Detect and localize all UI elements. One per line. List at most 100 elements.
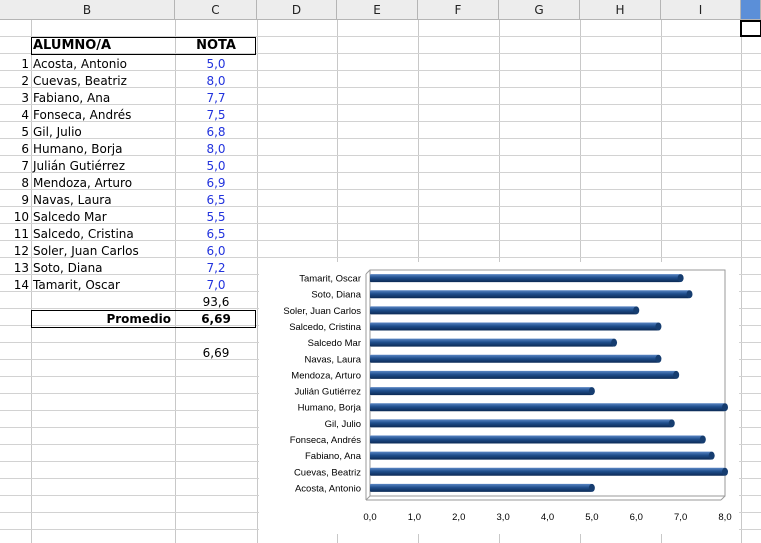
category-label: Soler, Juan Carlos — [283, 306, 361, 317]
student-grade[interactable]: 6,8 — [206, 125, 226, 139]
column-header-F[interactable]: F — [418, 0, 499, 20]
row-number[interactable]: 10 — [13, 210, 29, 224]
category-label: Acosta, Antonio — [295, 483, 361, 494]
bar-cap — [708, 451, 715, 460]
grid-line — [0, 53, 761, 54]
bar-cap — [677, 274, 684, 283]
student-name[interactable]: Humano, Borja — [33, 142, 123, 156]
bar-cap — [588, 483, 595, 492]
bar-cap — [633, 306, 640, 315]
grade-sum[interactable]: 93,6 — [202, 295, 230, 309]
row-number[interactable]: 2 — [21, 74, 29, 88]
student-name[interactable]: Salcedo, Cristina — [33, 227, 134, 241]
bar — [370, 435, 703, 444]
active-cell-cursor[interactable] — [740, 20, 761, 37]
row-number[interactable]: 3 — [21, 91, 29, 105]
category-label: Tamarit, Oscar — [299, 274, 361, 285]
student-grade[interactable]: 6,5 — [206, 227, 226, 241]
category-label: Navas, Laura — [304, 354, 361, 365]
category-label: Fabiano, Ana — [305, 451, 362, 462]
student-grade[interactable]: 7,2 — [206, 261, 226, 275]
bar — [370, 403, 725, 412]
student-grade[interactable]: 7,5 — [206, 108, 226, 122]
column-header-selected[interactable] — [741, 0, 761, 20]
column-header-B[interactable]: B — [0, 0, 175, 20]
column-header-H[interactable]: H — [580, 0, 661, 20]
student-name[interactable]: Tamarit, Oscar — [33, 278, 120, 292]
bar-cap — [722, 403, 728, 412]
grid-line — [0, 223, 761, 224]
student-name[interactable]: Fonseca, Andrés — [33, 108, 132, 122]
category-label: Salcedo Mar — [308, 338, 361, 349]
grades-bar-chart[interactable]: Tamarit, Oscar Soto, Diana Soler, Juan Car… — [259, 262, 739, 534]
student-grade[interactable]: 8,0 — [206, 74, 226, 88]
row-number[interactable]: 14 — [13, 278, 29, 292]
x-tick-label: 7,0 — [674, 512, 687, 523]
bar-cap — [686, 290, 693, 299]
row-number[interactable]: 1 — [21, 57, 29, 71]
column-header-I[interactable]: I — [661, 0, 741, 20]
grid-line — [741, 20, 742, 543]
average-box — [31, 310, 256, 328]
student-name[interactable]: Julián Gutiérrez — [33, 159, 125, 173]
bar — [370, 419, 672, 428]
bar-cap — [655, 354, 662, 363]
student-name[interactable]: Fabiano, Ana — [33, 91, 111, 105]
category-label: Soto, Diana — [311, 290, 361, 301]
student-name[interactable]: Soler, Juan Carlos — [33, 244, 139, 258]
student-name[interactable]: Cuevas, Beatriz — [33, 74, 127, 88]
student-name[interactable]: Gil, Julio — [33, 125, 82, 139]
row-number[interactable]: 9 — [21, 193, 29, 207]
student-name[interactable]: Acosta, Antonio — [33, 57, 128, 71]
bar-cap — [611, 338, 618, 347]
bar — [370, 290, 690, 299]
row-number[interactable]: 7 — [21, 159, 29, 173]
axis-depth — [365, 495, 371, 501]
header-alumno[interactable]: ALUMNO/A — [33, 38, 112, 53]
student-name[interactable]: Salcedo Mar — [33, 210, 107, 224]
student-grade[interactable]: 8,0 — [206, 142, 226, 156]
table-header-box — [31, 37, 256, 55]
row-number[interactable]: 12 — [13, 244, 29, 258]
average-value[interactable]: 6,69 — [201, 312, 231, 326]
grid-line — [0, 155, 761, 156]
category-label: Humano, Borja — [298, 403, 362, 414]
grid-line — [0, 87, 761, 88]
column-header-G[interactable]: G — [499, 0, 580, 20]
student-grade[interactable]: 6,5 — [206, 193, 226, 207]
bar — [370, 354, 659, 363]
column-header-D[interactable]: D — [257, 0, 337, 20]
student-grade[interactable]: 6,0 — [206, 244, 226, 258]
row-number[interactable]: 8 — [21, 176, 29, 190]
grid-line — [0, 257, 761, 258]
student-grade[interactable]: 5,0 — [206, 159, 226, 173]
average-label[interactable]: Promedio — [106, 312, 171, 326]
extra-average-value[interactable]: 6,69 — [202, 346, 230, 360]
grid-line — [0, 138, 761, 139]
student-grade[interactable]: 5,5 — [206, 210, 226, 224]
bar — [370, 274, 681, 283]
bar-cap — [699, 435, 706, 444]
student-grade[interactable]: 7,0 — [206, 278, 226, 292]
row-number[interactable]: 11 — [13, 227, 29, 241]
row-number[interactable]: 4 — [21, 108, 29, 122]
bar — [370, 370, 677, 379]
category-label: Salcedo, Cristina — [289, 322, 362, 333]
category-label: Gil, Julio — [325, 419, 361, 430]
student-name[interactable]: Mendoza, Arturo — [33, 176, 133, 190]
header-nota[interactable]: NOTA — [196, 38, 236, 53]
x-tick-label: 8,0 — [718, 512, 731, 523]
row-number[interactable]: 13 — [13, 261, 29, 275]
row-number[interactable]: 6 — [21, 142, 29, 156]
student-grade[interactable]: 7,7 — [206, 91, 226, 105]
bar-cap — [655, 322, 662, 331]
grid-line — [0, 36, 761, 37]
student-name[interactable]: Soto, Diana — [33, 261, 103, 275]
row-number[interactable]: 5 — [21, 125, 29, 139]
x-tick-label: 2,0 — [452, 512, 465, 523]
column-header-E[interactable]: E — [337, 0, 418, 20]
column-header-C[interactable]: C — [175, 0, 257, 20]
student-grade[interactable]: 6,9 — [206, 176, 226, 190]
student-name[interactable]: Navas, Laura — [33, 193, 112, 207]
student-grade[interactable]: 5,0 — [206, 57, 226, 71]
